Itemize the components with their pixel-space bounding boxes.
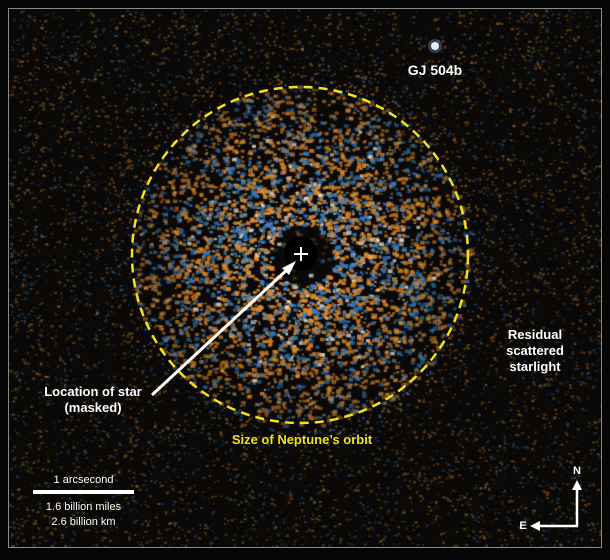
scale-bar (33, 490, 134, 494)
scale-angle-label: 1 arcsecond (53, 474, 114, 486)
star-line-1: Location of star (44, 384, 142, 399)
compass-north-label: N (573, 465, 581, 477)
speckle-background (9, 9, 601, 547)
residual-starlight-label: Residual scattered starlight (495, 327, 575, 375)
residual-line-3: starlight (509, 359, 561, 374)
star-crosshair-icon (294, 247, 308, 261)
planet-dot (431, 42, 439, 50)
compass-east-label: E (519, 520, 527, 532)
star-line-2: (masked) (64, 400, 122, 415)
star-location-label: Location of star (masked) (28, 384, 158, 416)
image-frame (8, 8, 602, 548)
arrowhead-icon (282, 261, 296, 275)
planet-label: GJ 504b (407, 62, 463, 78)
residual-line-2: scattered (506, 343, 564, 358)
residual-line-1: Residual (507, 327, 563, 342)
star-pointer-arrow (150, 265, 292, 397)
orbit-label: Size of Neptune’s orbit (231, 432, 373, 447)
north-arrowhead-icon (572, 480, 582, 490)
scale-miles: 1.6 billion miles (45, 501, 122, 513)
east-arrowhead-icon (530, 521, 540, 531)
neptune-orbit-circle (130, 85, 470, 425)
scale-km: 2.6 billion km (51, 516, 116, 528)
scale-distance-label: 1.6 billion miles 2.6 billion km (23, 500, 144, 530)
